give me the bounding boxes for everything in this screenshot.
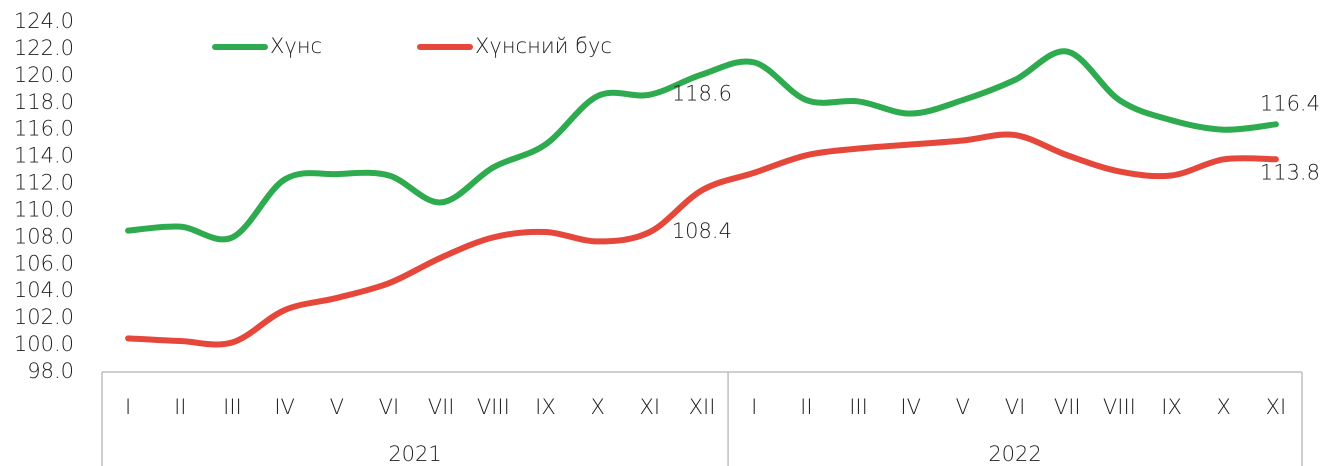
x-tick-label: VIII	[477, 395, 510, 419]
x-tick-label: VI	[379, 395, 400, 419]
x-tick-label: II	[174, 395, 186, 419]
data-label: 118.6	[672, 82, 732, 106]
x-tick-label: X	[1217, 395, 1231, 419]
group-label: 2021	[388, 442, 441, 466]
x-tick-label: V	[330, 395, 344, 419]
x-tick-label: V	[956, 395, 970, 419]
x-tick-label: IV	[900, 395, 921, 419]
y-tick-label: 104.0	[14, 278, 74, 302]
legend-label: Хүнсний бус	[475, 34, 612, 58]
x-tick-label: XI	[640, 395, 661, 419]
x-tick-label: VI	[1005, 395, 1026, 419]
x-tick-label: III	[223, 395, 242, 419]
y-tick-label: 116.0	[14, 117, 74, 141]
x-tick-label: IV	[274, 395, 295, 419]
x-tick-label: I	[125, 395, 131, 419]
group-label: 2022	[988, 442, 1041, 466]
x-tick-label: VII	[1054, 395, 1081, 419]
series-line	[125, 131, 1279, 348]
y-tick-label: 112.0	[14, 171, 74, 195]
y-tick-label: 124.0	[14, 9, 74, 33]
y-tick-label: 100.0	[14, 332, 74, 356]
x-tick-label: X	[590, 395, 604, 419]
y-tick-label: 120.0	[14, 63, 74, 87]
x-tick-label: VIII	[1103, 395, 1136, 419]
y-tick-label: 108.0	[14, 224, 74, 248]
x-tick-label: VII	[428, 395, 455, 419]
x-tick-label: II	[800, 395, 812, 419]
x-tick-label: I	[751, 395, 757, 419]
y-tick-label: 114.0	[14, 144, 74, 168]
x-tick-label: XI	[1266, 395, 1287, 419]
y-tick-label: 110.0	[14, 197, 74, 221]
data-label: 108.4	[672, 219, 732, 243]
x-tick-label: III	[849, 395, 868, 419]
y-tick-label: 122.0	[14, 36, 74, 60]
x-tick-label: IX	[1161, 395, 1182, 419]
x-tick-label: XII	[689, 395, 716, 419]
x-tick-label: IX	[535, 395, 556, 419]
y-tick-label: 102.0	[14, 305, 74, 329]
data-label: 116.4	[1260, 91, 1320, 115]
data-label: 113.8	[1260, 160, 1320, 184]
series-line	[125, 48, 1279, 243]
y-tick-label: 118.0	[14, 90, 74, 114]
y-tick-label: 106.0	[14, 251, 74, 275]
y-tick-label: 98.0	[27, 359, 74, 383]
legend-label: Хүнс	[270, 34, 322, 58]
